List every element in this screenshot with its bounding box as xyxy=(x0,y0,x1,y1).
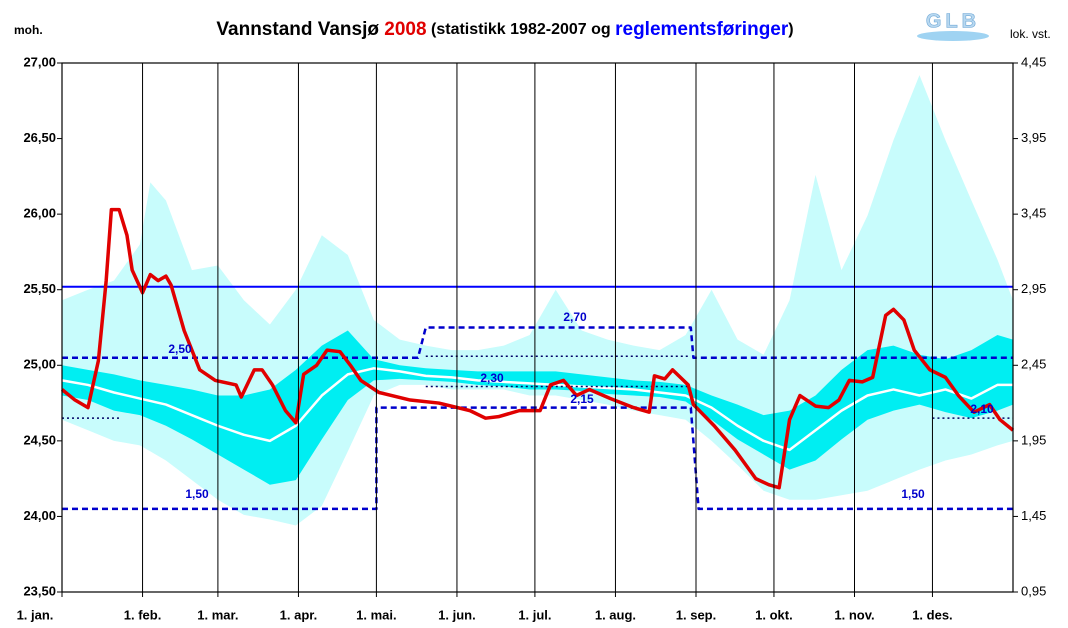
data-line xyxy=(60,207,1015,490)
y-tick-label: 23,50 xyxy=(23,583,56,598)
data-line xyxy=(61,367,1013,452)
x-tick-label: 1. jan. xyxy=(17,607,54,622)
x-tick-label: 1. aug. xyxy=(595,607,636,622)
y2-tick-label: 4,45 xyxy=(1021,54,1046,69)
y-axis-label: moh. xyxy=(14,23,43,37)
y-tick-label: 24,00 xyxy=(23,508,56,523)
logo: GLB xyxy=(917,10,989,41)
annotation: 1,50 xyxy=(901,487,925,501)
y-tick-label: 27,00 xyxy=(23,54,56,69)
x-tick-label: 1. apr. xyxy=(280,607,318,622)
regulation-line xyxy=(62,406,1013,511)
y-tick-label: 25,00 xyxy=(23,357,56,372)
y-tick-label: 24,50 xyxy=(23,432,56,447)
logo-wave xyxy=(917,31,989,41)
annotation: 2,15 xyxy=(570,392,594,406)
chart-title: Vannstand Vansjø 2008 (statistikk 1982-2… xyxy=(216,19,793,40)
title-part: ) xyxy=(788,21,793,38)
y2-tick-label: 1,45 xyxy=(1021,508,1046,523)
annotation: 1,50 xyxy=(185,487,209,501)
plot-area: 1. jan. 1. feb. 1. mar. 1. apr. 1. mai. 1. ju… xyxy=(17,54,1047,622)
y2-axis-label: lok. vst. xyxy=(1010,27,1051,41)
y2-tick-label: 0,95 xyxy=(1021,583,1046,598)
y-tick-label: 26,50 xyxy=(23,130,56,145)
annotation: 2,50 xyxy=(168,342,192,356)
annotation: 2,30 xyxy=(480,371,504,385)
regulation-line xyxy=(62,326,1013,359)
y2-tick-label: 1,95 xyxy=(1021,432,1046,447)
y2-tick-label: 2,95 xyxy=(1021,281,1046,296)
y2-tick-label: 3,45 xyxy=(1021,206,1046,221)
y-tick-label: 25,50 xyxy=(23,281,56,296)
y2-tick-label: 2,45 xyxy=(1021,357,1046,372)
plot-frame xyxy=(61,62,1014,593)
title-part: reglementsføringer xyxy=(615,19,789,40)
title-part: Vannstand Vansjø xyxy=(216,19,384,40)
y-tick-label: 26,00 xyxy=(23,206,56,221)
x-tick-label: 1. sep. xyxy=(676,607,716,622)
x-tick-label: 1. jul. xyxy=(518,607,551,622)
x-tick-label: 1. mai. xyxy=(356,607,396,622)
y2-tick-label: 3,95 xyxy=(1021,130,1046,145)
x-tick-label: 1. nov. xyxy=(834,607,874,622)
x-tick-label: 1. okt. xyxy=(755,607,793,622)
annotation: 2,10 xyxy=(970,402,994,416)
logo-text: GLB xyxy=(926,10,980,32)
x-tick-label: 1. jun. xyxy=(438,607,476,622)
title-part: 2008 xyxy=(384,19,426,40)
x-tick-label: 1. mar. xyxy=(197,607,238,622)
title-part: (statistikk 1982-2007 og xyxy=(427,21,616,38)
x-tick-label: 1. des. xyxy=(912,607,952,622)
annotation: 2,70 xyxy=(563,310,587,324)
x-tick-label: 1. feb. xyxy=(124,607,162,622)
